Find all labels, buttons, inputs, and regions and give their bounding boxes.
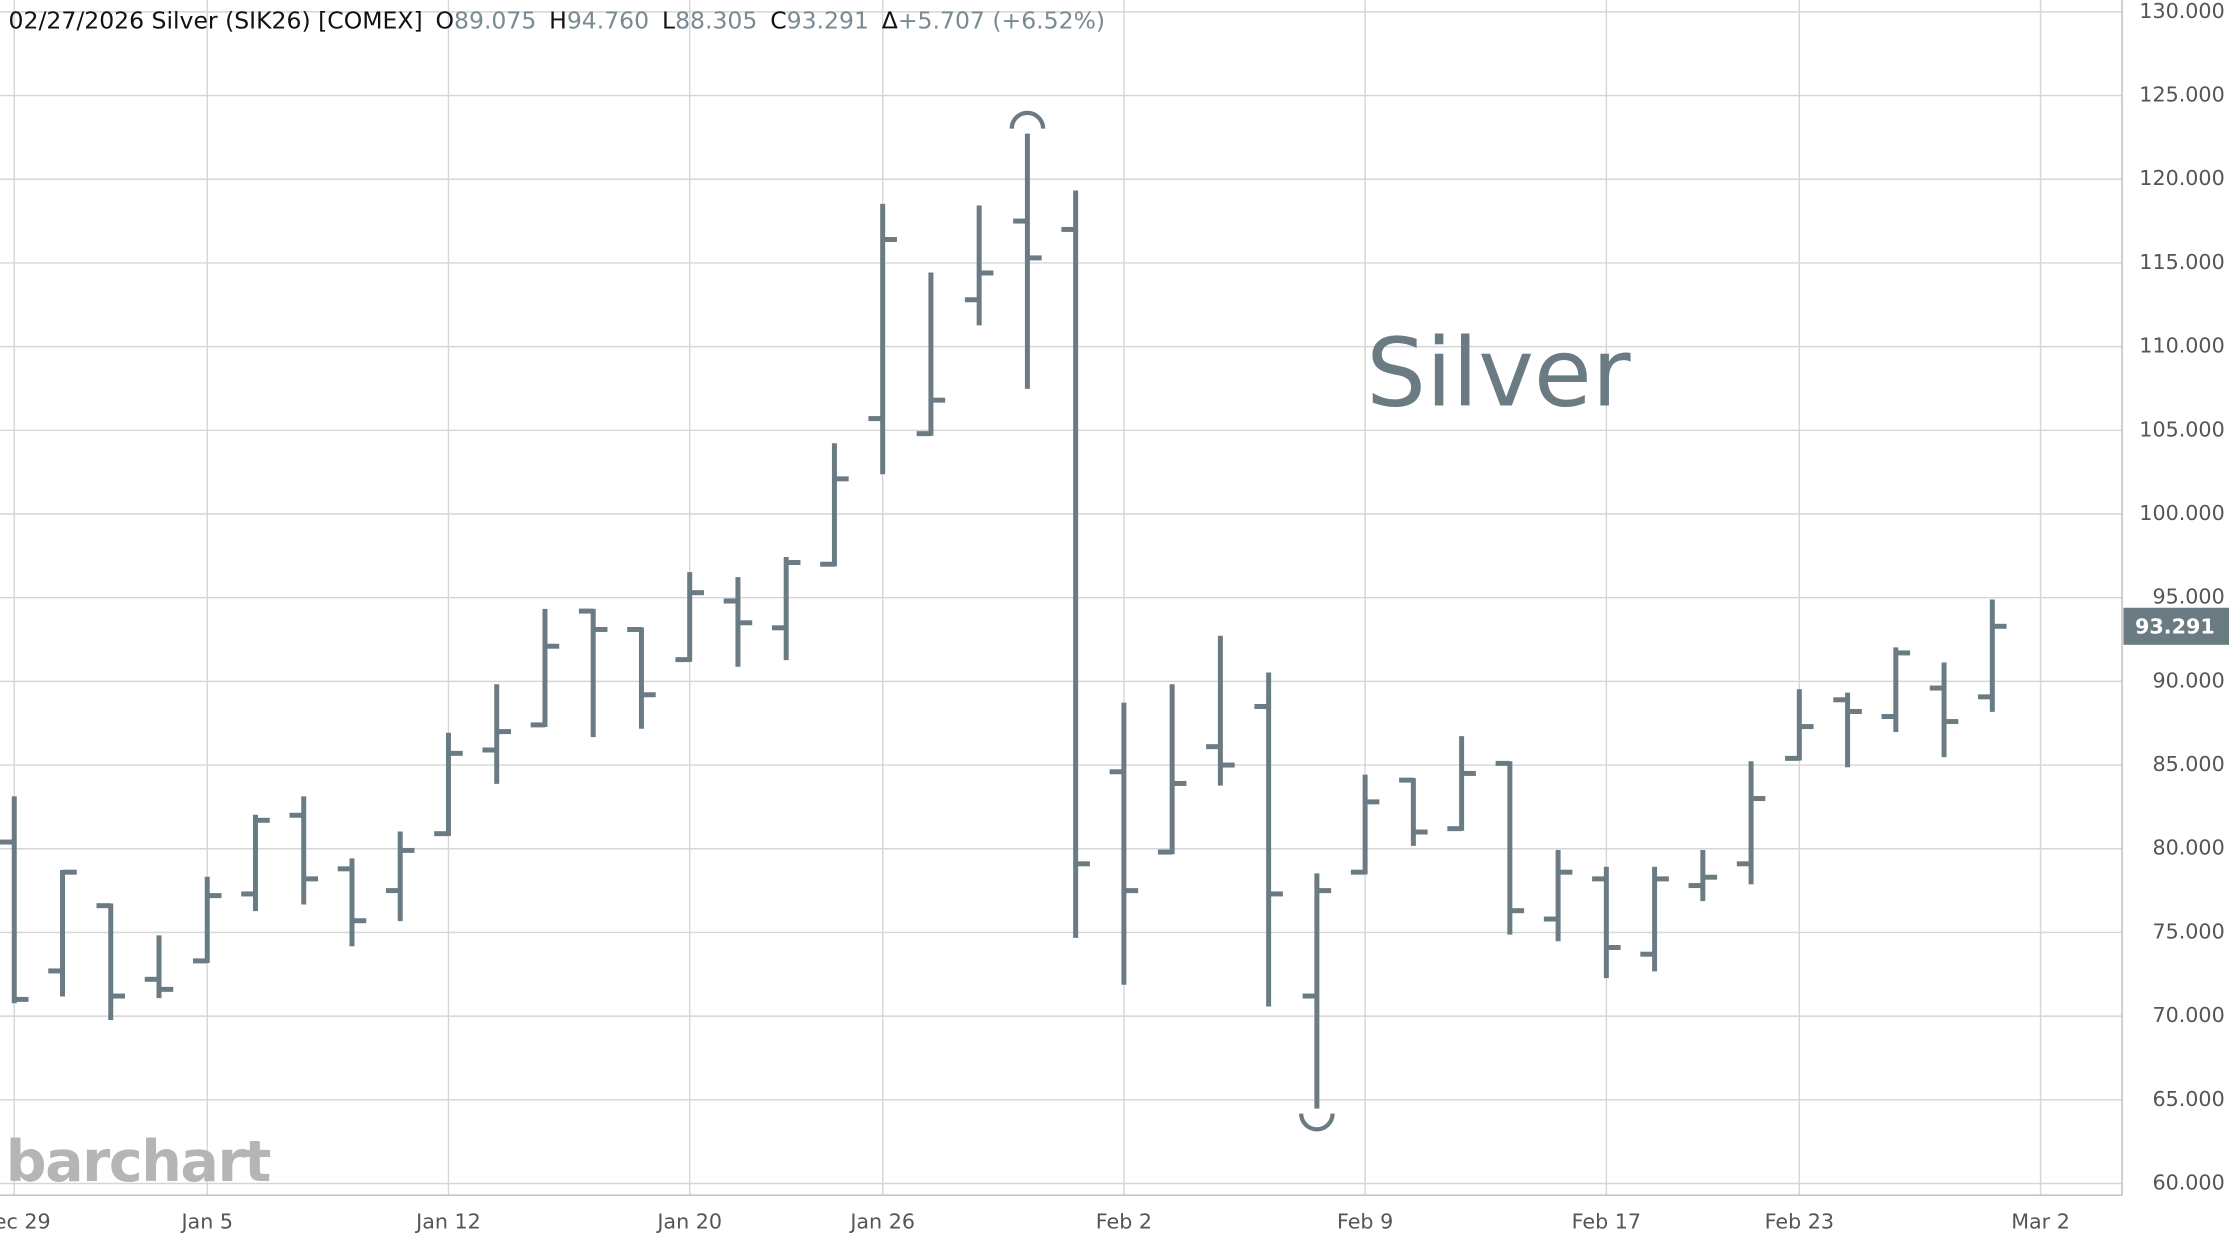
x-tick-label: Mar 2 xyxy=(2011,1209,2070,1233)
x-tick-label: Jan 5 xyxy=(179,1209,233,1233)
header: 02/27/2026 Silver (SIK26) [COMEX] O89.075… xyxy=(9,6,1106,34)
high-marker xyxy=(1009,110,1046,129)
y-tick-label: 65.000 xyxy=(2152,1087,2224,1111)
y-tick-label: 125.000 xyxy=(2139,83,2224,107)
y-tick-label: 90.000 xyxy=(2152,668,2224,692)
y-tick-label: 85.000 xyxy=(2152,752,2224,776)
y-tick-label: 120.000 xyxy=(2139,166,2224,190)
quote-label: Δ xyxy=(882,6,898,34)
y-tick-label: 95.000 xyxy=(2152,585,2224,609)
price-badge xyxy=(2123,607,2229,645)
y-tick-label: 130.000 xyxy=(2139,0,2224,23)
y-tick-label: 75.000 xyxy=(2152,919,2224,943)
y-tick-label: 70.000 xyxy=(2152,1003,2224,1027)
y-tick-label: 105.000 xyxy=(2139,417,2224,441)
header-title: 02/27/2026 Silver (SIK26) [COMEX] xyxy=(9,6,423,34)
quote-label: H xyxy=(549,6,567,34)
x-tick-label: Jan 26 xyxy=(848,1209,915,1233)
y-tick-label: 80.000 xyxy=(2152,836,2224,860)
watermark: Silver xyxy=(1366,319,1631,428)
quote-label: C xyxy=(770,6,786,34)
x-tick-label: Feb 17 xyxy=(1572,1209,1641,1233)
y-tick-label: 115.000 xyxy=(2139,250,2224,274)
x-tick-label: Feb 9 xyxy=(1337,1209,1393,1233)
quote-value: 94.760 xyxy=(567,6,649,34)
x-tick-label: Dec 29 xyxy=(0,1209,51,1233)
quote-value: 89.075 xyxy=(454,6,536,34)
x-tick-label: Jan 20 xyxy=(655,1209,722,1233)
bars xyxy=(0,110,2007,1132)
x-tick-label: Feb 23 xyxy=(1765,1209,1834,1233)
x-tick-label: Feb 2 xyxy=(1096,1209,1152,1233)
y-tick-label: 100.000 xyxy=(2139,501,2224,525)
grid xyxy=(0,0,2123,1196)
quote-label: O xyxy=(436,6,455,34)
quote-value: 93.291 xyxy=(787,6,869,34)
logo: barchart xyxy=(6,1129,270,1195)
price-label: 93.291 xyxy=(2135,615,2215,639)
y-tick-label: 60.000 xyxy=(2152,1171,2224,1195)
quote-label: L xyxy=(662,6,675,34)
y-tick-label: 110.000 xyxy=(2139,334,2224,358)
x-tick-label: Jan 12 xyxy=(414,1209,481,1233)
quote-value: 88.305 xyxy=(675,6,757,34)
quote-value: +5.707 (+6.52%) xyxy=(898,6,1105,34)
low-marker xyxy=(1299,1113,1335,1132)
